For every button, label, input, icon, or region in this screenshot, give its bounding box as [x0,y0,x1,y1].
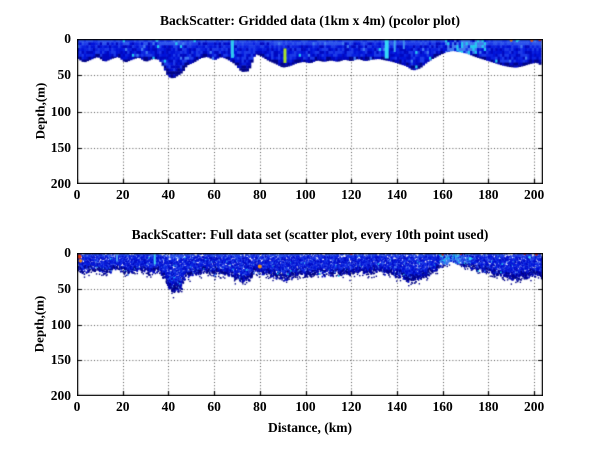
x-tick-label: 160 [432,399,453,414]
y-tick-label: 50 [57,67,72,83]
x-tick-label: 200 [523,187,545,202]
x-tick-label: 160 [432,187,453,202]
x-tick-label: 60 [207,187,221,202]
x-tick-label: 0 [73,399,81,414]
y-tick-label: 150 [50,139,71,155]
y-tick-label: 0 [64,245,71,260]
x-tick-label: 20 [115,187,130,202]
y-tick-label: 200 [50,388,71,403]
x-tick-label: 0 [73,187,81,202]
x-tick-label: 60 [207,399,221,414]
x-tick-label: 200 [523,399,545,414]
x-tick-label: 120 [341,399,362,414]
x-tick-label: 20 [115,399,130,414]
y-tick-label: 50 [57,280,72,296]
y-tick-label: 0 [64,31,71,46]
y-tick-label: 100 [50,316,71,332]
x-tick-label: 80 [253,187,267,202]
x-tick-label: 140 [386,187,408,202]
subplot-scatter-plot-area [77,253,543,396]
y-tick-label: 100 [50,103,71,119]
x-tick-label: 140 [386,399,408,414]
x-tick-label: 80 [253,399,267,414]
subplot-scatter-title: BackScatter: Full data set (scatter plot… [131,227,489,242]
x-tick-label: 40 [161,399,176,414]
y-tick-label: 200 [50,176,71,191]
x-tick-label: 100 [295,399,316,414]
x-tick-label: 180 [478,187,499,202]
subplot-gridded-plot-area [77,39,543,184]
x-tick-label: 40 [161,187,176,202]
x-tick-label: 100 [295,187,316,202]
y-tick-label: 150 [50,352,71,368]
x-tick-label: 120 [341,187,362,202]
subplot-gridded-title: BackScatter: Gridded data (1km x 4m) (pc… [159,13,461,28]
x-axis-label: Distance, (km) [268,420,352,435]
x-tick-label: 180 [478,399,499,414]
